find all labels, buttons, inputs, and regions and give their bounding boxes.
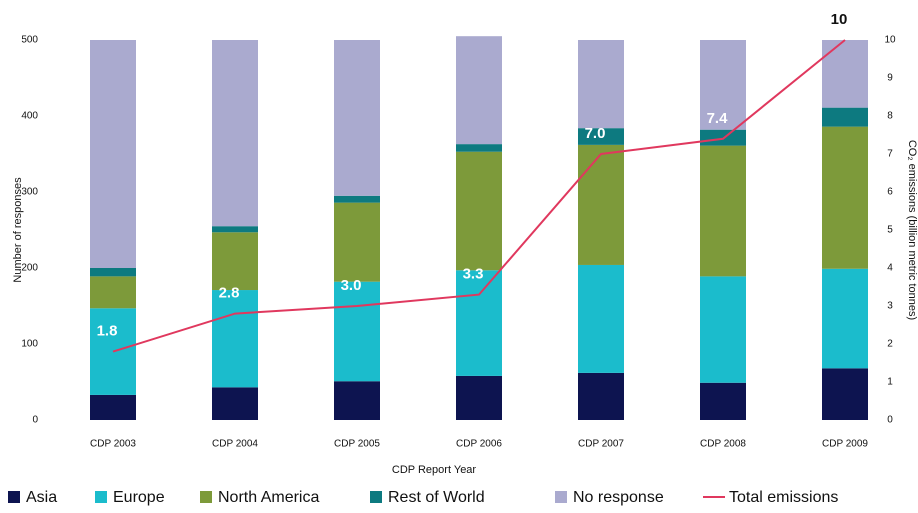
x-axis-label: CDP Report Year	[392, 464, 477, 476]
legend-label: Europe	[113, 489, 165, 506]
y2-tick-label: 0	[887, 415, 893, 426]
bar-segment	[456, 36, 502, 145]
bar-segment	[822, 368, 868, 420]
legend-marker	[95, 491, 107, 503]
line	[112, 39, 846, 353]
bar-segment	[90, 276, 136, 309]
bar-segment	[90, 394, 136, 420]
data-label: 7.4	[707, 110, 729, 127]
bar-segment	[700, 276, 746, 383]
y2-tick-label: 10	[884, 35, 896, 46]
bar-segment	[456, 375, 502, 420]
x-tick-label: CDP 2008	[700, 439, 746, 450]
y2-tick-label: 7	[887, 149, 893, 160]
x-tick-label: CDP 2004	[212, 439, 258, 450]
bar-segment	[578, 128, 624, 145]
y2-tick-label: 8	[887, 111, 893, 122]
bar-segment	[334, 195, 380, 203]
y2-tick-label: 1	[887, 377, 893, 388]
bar-segment	[212, 40, 258, 227]
legend-marker	[555, 491, 567, 503]
bar-segment	[456, 270, 502, 376]
x-tick-label: CDP 2009	[822, 439, 868, 450]
bar-segment	[456, 151, 502, 271]
bar-segment	[822, 107, 868, 127]
y2-tick-label: 3	[887, 301, 893, 312]
y-tick-label: 0	[32, 415, 38, 426]
bar-segment	[334, 202, 380, 282]
bar-segment	[212, 232, 258, 291]
data-label: 3.3	[463, 266, 484, 283]
bar-segment	[334, 40, 380, 196]
legend-label: Asia	[26, 489, 57, 506]
bar-segment	[822, 268, 868, 369]
data-label: 10	[831, 11, 848, 28]
y-tick-label: 300	[21, 187, 38, 198]
y2-tick-label: 9	[887, 73, 893, 84]
legend-marker	[370, 491, 382, 503]
y2-tick-label: 4	[887, 263, 893, 274]
y-tick-label: 400	[21, 111, 38, 122]
y2-tick-label: 5	[887, 225, 893, 236]
data-label: 7.0	[585, 125, 606, 142]
x-tick-label: CDP 2005	[334, 439, 380, 450]
y-tick-label: 500	[21, 35, 38, 46]
y2-tick-label: 6	[887, 187, 893, 198]
bar-segment	[212, 226, 258, 233]
bar-segment	[700, 40, 746, 130]
bar-segment	[578, 40, 624, 129]
legend-label: No response	[573, 489, 664, 506]
bar-segment	[822, 126, 868, 269]
bar-segment	[334, 381, 380, 420]
bar-segment	[578, 372, 624, 420]
y2-tick-label: 2	[887, 339, 893, 350]
y-tick-label: 200	[21, 263, 38, 274]
data-label: 2.8	[219, 285, 240, 302]
bar-segment	[700, 382, 746, 420]
legend-label: Rest of World	[388, 489, 485, 506]
legend-marker	[200, 491, 212, 503]
x-tick-label: CDP 2007	[578, 439, 624, 450]
legend-marker	[8, 491, 20, 503]
bar-segment	[334, 281, 380, 382]
bar-segment	[90, 268, 136, 277]
bar-segment	[456, 144, 502, 152]
x-tick-label: CDP 2006	[456, 439, 502, 450]
bar-segment	[578, 144, 624, 265]
y-axis-label: Number of responses	[12, 177, 24, 283]
y-tick-label: 100	[21, 339, 38, 350]
bar-segment	[700, 145, 746, 277]
data-label: 1.8	[97, 323, 118, 340]
bar-segment	[212, 290, 258, 388]
legend-label: North America	[218, 489, 319, 506]
x-tick-label: CDP 2003	[90, 439, 136, 450]
bar-segment	[822, 40, 868, 108]
y2-axis-label: CO₂ emissions (billion metric tonnes)	[906, 140, 918, 320]
legend-label: Total emissions	[729, 489, 838, 506]
bar-segment	[90, 40, 136, 268]
bar-segment	[578, 264, 624, 373]
bar-segment	[212, 387, 258, 420]
data-label: 3.0	[341, 277, 362, 294]
